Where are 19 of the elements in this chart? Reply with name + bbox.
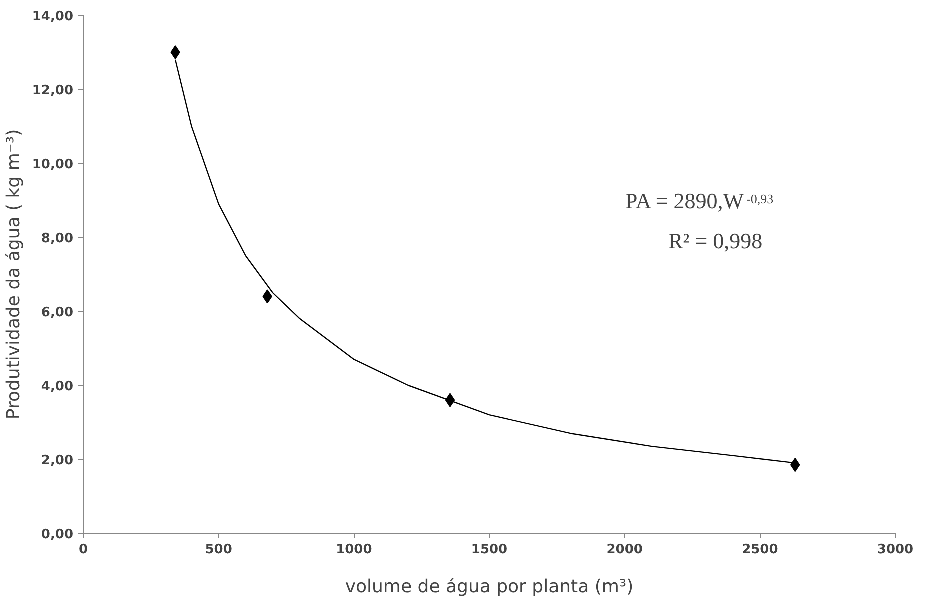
x-tick-label: 2000	[606, 542, 643, 558]
y-tick-label: 6,00	[41, 306, 74, 320]
y-tick-label: 12,00	[32, 84, 74, 98]
x-tick-label: 1500	[471, 542, 508, 558]
x-tick-label: 500	[205, 542, 232, 558]
y-tick-label: 14,00	[32, 10, 74, 24]
y-axis-title: Produtividade da água ( kg m⁻³)	[3, 129, 24, 420]
y-tick-label: 10,00	[32, 158, 74, 172]
x-tick-label: 2500	[742, 542, 778, 558]
x-axis-title: volume de água por planta (m³)	[345, 576, 634, 598]
annotation: R² = 0,998	[668, 228, 763, 254]
x-tick-label: 1000	[336, 542, 372, 558]
point	[170, 46, 180, 60]
x-tick-label: 0	[78, 542, 88, 558]
x-tick-label: 3000	[877, 542, 914, 558]
y-tick-label: 4,00	[41, 380, 74, 394]
y-tick-label: 0,00	[41, 528, 74, 542]
y-tick-label: 8,00	[41, 232, 74, 246]
y-tick-label: 2,00	[41, 454, 74, 468]
